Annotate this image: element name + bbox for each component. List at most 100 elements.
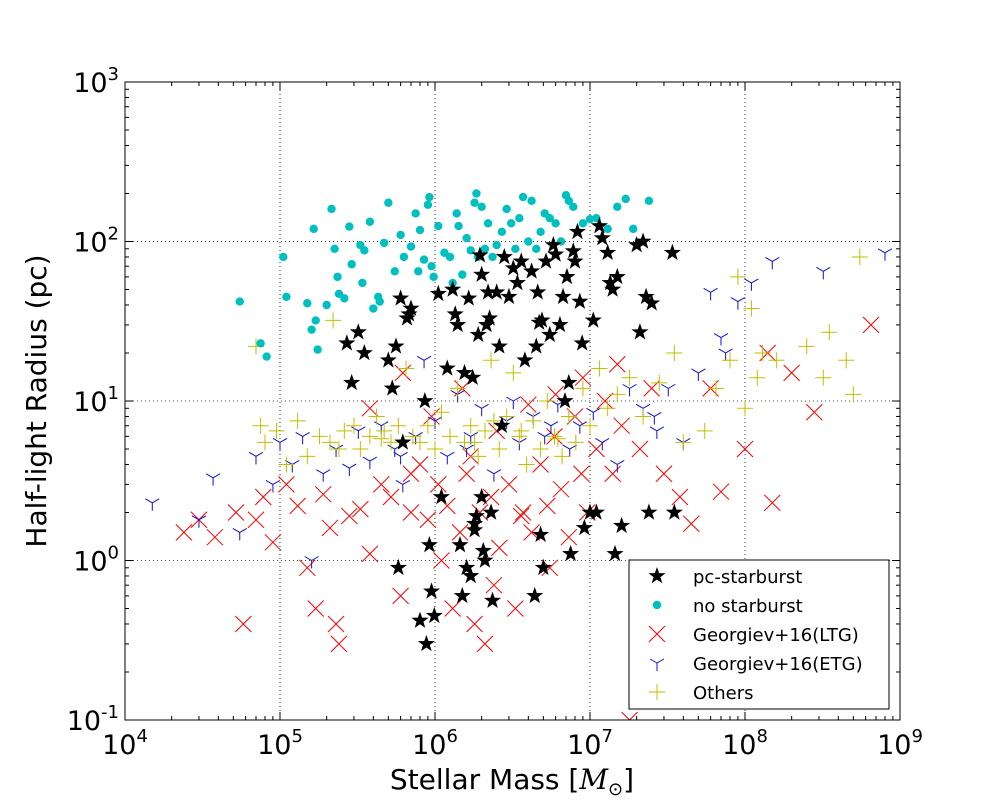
data-point (551, 315, 569, 333)
data-point (440, 451, 455, 465)
data-point (343, 373, 361, 391)
data-point (585, 214, 595, 224)
data-point (505, 364, 522, 381)
data-point (373, 430, 390, 447)
data-point (655, 465, 673, 483)
data-point (743, 300, 760, 317)
data-point (145, 498, 160, 511)
data-point (634, 232, 652, 249)
data-point (256, 339, 265, 348)
data-point (376, 422, 393, 439)
data-point (568, 222, 587, 240)
data-point (552, 480, 570, 498)
data-point (554, 287, 572, 305)
data-point (406, 242, 416, 251)
data-point (460, 289, 478, 306)
data-point (523, 262, 541, 279)
data-point (466, 434, 483, 451)
x-tick-label: 105 (257, 726, 303, 761)
data-point (729, 268, 746, 285)
data-point (375, 297, 384, 306)
data-point (338, 334, 356, 351)
data-point (718, 348, 733, 361)
data-point (573, 334, 591, 351)
data-point (549, 430, 566, 447)
data-point (427, 441, 443, 458)
data-point (491, 441, 508, 458)
data-point (458, 270, 467, 279)
data-point (248, 451, 264, 465)
data-point (372, 476, 390, 493)
series-pc-starburst (338, 217, 683, 652)
data-point (558, 267, 576, 285)
data-point (264, 533, 282, 551)
data-point (252, 417, 269, 434)
data-point (416, 392, 434, 409)
data-point (651, 374, 668, 391)
data-point (394, 433, 412, 450)
legend-entry: no starburst (652, 596, 803, 617)
data-point (877, 248, 893, 261)
data-point (417, 634, 435, 652)
data-point (537, 431, 552, 445)
data-point (402, 504, 420, 521)
data-point (582, 417, 598, 434)
data-point (311, 428, 328, 445)
data-point (851, 248, 868, 265)
data-point (419, 511, 437, 529)
data-point (282, 292, 291, 302)
data-point (560, 528, 578, 546)
data-point (453, 586, 471, 604)
data-point (474, 403, 489, 417)
data-point (599, 243, 617, 261)
data-point (458, 465, 475, 483)
data-point (506, 396, 521, 409)
data-point (404, 428, 421, 445)
data-point (345, 417, 362, 434)
data-point (749, 369, 766, 386)
data-point (445, 252, 455, 262)
data-point (643, 294, 661, 311)
data-point (845, 386, 862, 403)
legend-entry: Others (649, 683, 754, 704)
data-point (476, 422, 493, 439)
data-point (765, 256, 780, 270)
data-point (278, 456, 295, 473)
data-point (744, 278, 759, 291)
data-point (591, 360, 608, 377)
data-point (628, 236, 646, 253)
data-point (402, 299, 420, 316)
data-point (554, 448, 571, 465)
data-point (398, 360, 415, 377)
legend-frame (628, 559, 890, 710)
data-point (466, 521, 484, 538)
data-point (349, 323, 367, 340)
data-point (205, 473, 221, 486)
data-point (631, 440, 649, 458)
data-point (474, 541, 492, 559)
data-point (575, 518, 593, 536)
data-point (429, 476, 447, 493)
data-point (309, 224, 318, 234)
data-point (470, 448, 487, 465)
ticks (124, 81, 901, 721)
data-point (411, 611, 429, 628)
data-point (621, 194, 630, 204)
data-point (573, 465, 590, 483)
data-point (473, 488, 491, 505)
y-axis-label: Half-light Radius (pc) (20, 254, 53, 547)
data-point (427, 262, 436, 271)
data-point (547, 245, 565, 262)
data-point (526, 586, 544, 604)
data-point (322, 300, 331, 310)
data-point (590, 217, 608, 234)
data-point (490, 337, 508, 354)
data-point (593, 229, 611, 246)
data-point (420, 536, 438, 553)
data-point (637, 287, 655, 305)
data-point (272, 437, 288, 451)
data-point (493, 416, 511, 433)
data-point (736, 440, 754, 458)
data-point (564, 196, 574, 205)
data-point (532, 441, 549, 458)
